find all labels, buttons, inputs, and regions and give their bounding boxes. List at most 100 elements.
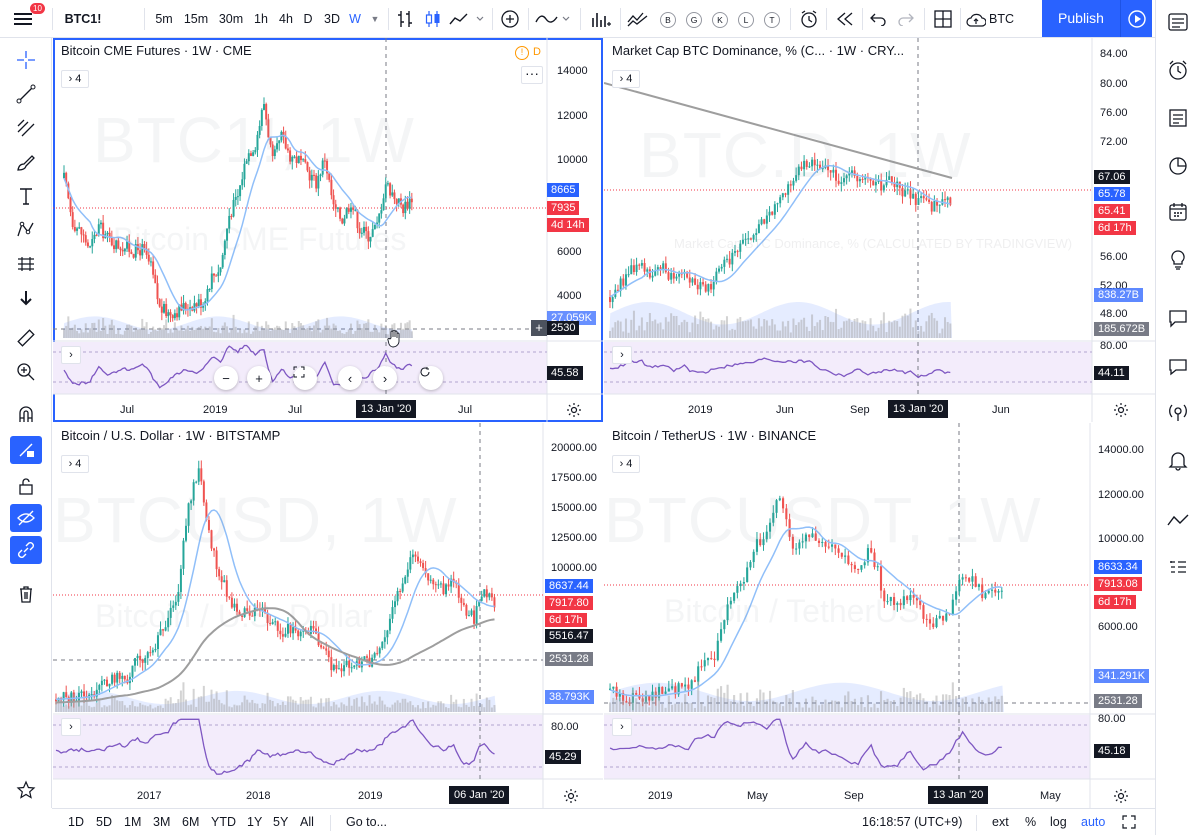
unlock-icon[interactable]: [10, 472, 42, 500]
percent-scale-toggle[interactable]: %: [1025, 815, 1037, 829]
scroll-left-button[interactable]: ‹: [338, 366, 362, 390]
trend-line-icon[interactable]: [10, 80, 42, 108]
rsi-collapse-button[interactable]: ›: [61, 346, 81, 364]
alert-clock-icon[interactable]: [796, 0, 822, 38]
magnet-icon[interactable]: [10, 400, 42, 428]
replay-icon[interactable]: [832, 0, 858, 38]
fullscreen-icon[interactable]: [1122, 809, 1136, 836]
rsi-collapse-button[interactable]: ›: [61, 718, 81, 736]
symbol-search-button[interactable]: BTC1!: [64, 12, 102, 26]
market-status-icon[interactable]: !: [515, 46, 529, 60]
range-1d[interactable]: 1D: [68, 815, 84, 829]
range-1y[interactable]: 1Y: [247, 815, 263, 829]
interval-5m[interactable]: 5m: [155, 12, 173, 26]
pattern-tool-icon[interactable]: [10, 216, 42, 244]
go-to-date-button[interactable]: Go to...: [346, 815, 387, 829]
indicators-collapse-button[interactable]: › 4: [61, 455, 89, 473]
interval-dropdown-icon[interactable]: ▼: [370, 14, 380, 24]
redo-icon[interactable]: [894, 0, 918, 38]
hotlist-icon[interactable]: [1162, 150, 1194, 182]
depth-of-market-icon[interactable]: [1162, 552, 1194, 584]
range-all[interactable]: All: [300, 815, 314, 829]
settings-gear-icon[interactable]: [1113, 788, 1129, 804]
alerts-clock-icon[interactable]: [1162, 54, 1194, 86]
range-5y[interactable]: 5Y: [273, 815, 289, 829]
chart-pane-btcusdt-binance[interactable]: BTCUSDT, 1W Bitcoin / TetherUS Bitcoin /…: [604, 423, 1155, 808]
zoom-in-button[interactable]: +: [247, 366, 271, 390]
compare-icon[interactable]: [624, 0, 652, 38]
indicators-collapse-button[interactable]: › 4: [612, 70, 640, 88]
interval-30m[interactable]: 30m: [218, 12, 244, 26]
watchlist-icon[interactable]: [1162, 6, 1194, 38]
financials-icon[interactable]: [586, 0, 616, 38]
range-ytd[interactable]: YTD: [211, 815, 236, 829]
undo-icon[interactable]: [866, 0, 890, 38]
indicator-b-icon[interactable]: B: [658, 0, 678, 38]
indicator-t-icon[interactable]: T: [762, 0, 782, 38]
indicators-collapse-button[interactable]: › 4: [61, 70, 89, 88]
reset-chart-button[interactable]: [293, 366, 317, 390]
layout-grid-icon[interactable]: [930, 0, 956, 38]
ruler-icon[interactable]: [10, 324, 42, 352]
reset-view-button[interactable]: [419, 366, 443, 390]
notifications-bell-icon[interactable]: [1162, 444, 1194, 476]
streams-icon[interactable]: [1162, 396, 1194, 428]
add-indicator-icon[interactable]: [498, 0, 522, 38]
extended-hours-toggle[interactable]: ext: [992, 815, 1009, 829]
scroll-right-button[interactable]: ›: [373, 366, 397, 390]
text-tool-icon[interactable]: [10, 182, 42, 210]
line-style-icon[interactable]: [448, 0, 488, 38]
candle-style-icon[interactable]: [422, 0, 444, 38]
range-3m[interactable]: 3M: [153, 815, 171, 829]
chart-pane-btc-dominance[interactable]: BTC.D, 1W Market Cap BTC Dominance, % (C…: [604, 38, 1155, 422]
brush-icon[interactable]: [10, 148, 42, 176]
settings-gear-icon[interactable]: [563, 788, 579, 804]
interval-3d[interactable]: 3D: [324, 12, 340, 26]
indicators-collapse-button[interactable]: › 4: [612, 455, 640, 473]
chart-pane-btc-cme-futures[interactable]: BTC1!, 1W Bitcoin CME Futures Bitcoin CM…: [53, 38, 603, 422]
range-5d[interactable]: 5D: [96, 815, 112, 829]
indicators-icon[interactable]: [534, 0, 574, 38]
interval-1h[interactable]: 1h: [254, 12, 268, 26]
indicator-g-icon[interactable]: G: [684, 0, 704, 38]
data-window-icon[interactable]: [1162, 102, 1194, 134]
range-1m[interactable]: 1M: [124, 815, 142, 829]
chats-icon[interactable]: [1162, 302, 1194, 334]
interval-15m[interactable]: 15m: [183, 12, 209, 26]
fib-tool-icon[interactable]: [10, 114, 42, 142]
hide-drawings-icon[interactable]: [10, 504, 42, 532]
zoom-out-button[interactable]: −: [214, 366, 238, 390]
zoom-in-icon[interactable]: [10, 358, 42, 386]
sync-link-icon[interactable]: [10, 536, 42, 564]
indicator-l-icon[interactable]: L: [736, 0, 756, 38]
messages-icon[interactable]: [1162, 350, 1194, 382]
lock-drawing-icon[interactable]: [10, 436, 42, 464]
interval-w[interactable]: W: [349, 12, 361, 26]
log-scale-toggle[interactable]: log: [1050, 815, 1067, 829]
interval-4h[interactable]: 4h: [279, 12, 293, 26]
settings-gear-icon[interactable]: [566, 402, 582, 418]
prediction-tool-icon[interactable]: [10, 250, 42, 278]
range-6m[interactable]: 6M: [182, 815, 200, 829]
ideas-lightbulb-icon[interactable]: [1162, 244, 1194, 276]
calendar-icon[interactable]: [1162, 196, 1194, 228]
publish-button[interactable]: Publish: [1042, 0, 1120, 37]
trading-panel-icon[interactable]: [1162, 504, 1194, 536]
interval-d[interactable]: D: [303, 12, 313, 26]
bar-style-icon[interactable]: [394, 0, 416, 38]
arrow-down-icon[interactable]: [10, 284, 42, 312]
more-options-icon[interactable]: ···: [521, 66, 543, 84]
chart-pane-btcusd-bitstamp[interactable]: BTCUSD, 1W Bitcoin / U.S. Dollar Bitcoin…: [53, 423, 603, 808]
auto-scale-toggle[interactable]: auto: [1081, 815, 1106, 829]
favorites-star-icon[interactable]: [10, 776, 42, 804]
crosshair-icon[interactable]: [10, 46, 42, 74]
rsi-collapse-button[interactable]: ›: [612, 718, 632, 736]
save-layout-button[interactable]: BTC Anal: [966, 0, 1040, 64]
settings-gear-icon[interactable]: [1113, 402, 1129, 418]
rsi-collapse-button[interactable]: ›: [612, 346, 632, 364]
indicator-k-icon[interactable]: K: [710, 0, 730, 38]
menu-icon[interactable]: [8, 0, 38, 38]
play-icon[interactable]: [1120, 0, 1152, 37]
add-plus-icon[interactable]: +: [531, 320, 547, 336]
trash-icon[interactable]: [10, 580, 42, 608]
